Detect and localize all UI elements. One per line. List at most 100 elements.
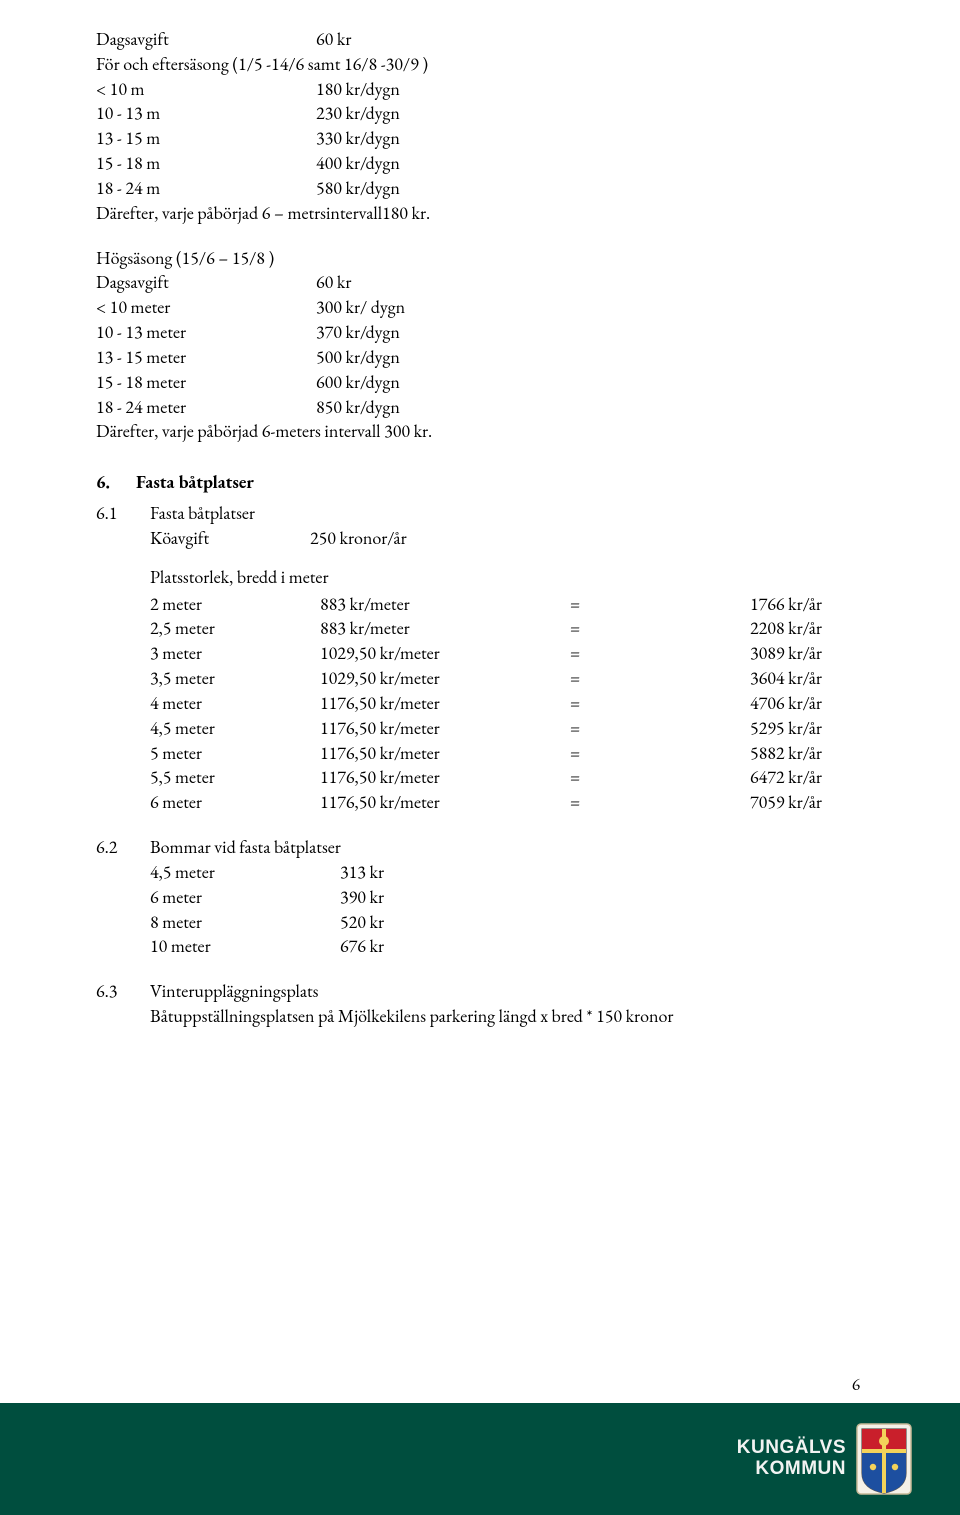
cell: 5,5 meter — [150, 766, 320, 791]
season-heading: För och eftersäsong (1/5 -14/6 samt 16/8… — [96, 53, 864, 78]
cell: = — [570, 692, 750, 717]
value: 500 kr/dygn — [316, 346, 864, 371]
label: Dagsavgift — [96, 28, 316, 53]
cell: = — [570, 667, 750, 692]
table-heading: Platsstorlek, bredd i meter — [150, 566, 864, 591]
value: 250 kronor/år — [310, 527, 864, 552]
value: 330 kr/dygn — [316, 127, 864, 152]
label: 18 - 24 m — [96, 177, 316, 202]
cell: 2208 kr/år — [750, 617, 864, 642]
kommun-logo: KUNGÄLVS KOMMUN — [737, 1423, 912, 1495]
cell: 3,5 meter — [150, 667, 320, 692]
subsection-title: Vinteruppläggningsplats — [150, 980, 864, 1005]
cell: 3 meter — [150, 642, 320, 667]
section-title: Fasta båtplatser — [136, 471, 254, 494]
label: 10 - 13 meter — [96, 321, 316, 346]
value: 390 kr — [340, 886, 864, 911]
value: 60 kr — [316, 28, 864, 53]
value: 370 kr/dygn — [316, 321, 864, 346]
price-table: Dagsavgift60 kr < 10 meter300 kr/ dygn 1… — [96, 271, 864, 420]
label: 8 meter — [150, 911, 340, 936]
page-footer: KUNGÄLVS KOMMUN — [0, 1403, 960, 1515]
cell: 5295 kr/år — [750, 717, 864, 742]
label: 4,5 meter — [150, 861, 340, 886]
section-hogsasong: Högsäsong (15/6 – 15/8 ) Dagsavgift60 kr… — [96, 247, 864, 446]
subsection-number: 6.1 — [96, 502, 150, 552]
label: 13 - 15 m — [96, 127, 316, 152]
cell: 1029,50 kr/meter — [320, 667, 570, 692]
value: 230 kr/dygn — [316, 102, 864, 127]
cell: 7059 kr/år — [750, 791, 864, 816]
cell: 1176,50 kr/meter — [320, 742, 570, 767]
cell: 5 meter — [150, 742, 320, 767]
cell: 1176,50 kr/meter — [320, 717, 570, 742]
subsection-number: 6.2 — [96, 836, 150, 960]
cell: 4706 kr/år — [750, 692, 864, 717]
subsection-6-2: 6.2 Bommar vid fasta båtplatser 4,5 mete… — [96, 836, 864, 960]
price-table-4col: 2 meter883 kr/meter=1766 kr/år 2,5 meter… — [150, 593, 864, 816]
section-6-heading: 6.Fasta båtplatser — [96, 471, 864, 496]
cell: = — [570, 593, 750, 618]
subsection-6-1: 6.1 Fasta båtplatser Köavgift 250 kronor… — [96, 502, 864, 552]
value: 60 kr — [316, 271, 864, 296]
season-heading: Högsäsong (15/6 – 15/8 ) — [96, 247, 864, 272]
cell: = — [570, 791, 750, 816]
cell: 883 kr/meter — [320, 617, 570, 642]
logo-text: KUNGÄLVS KOMMUN — [737, 1438, 846, 1480]
logo-line2: KOMMUN — [737, 1459, 846, 1480]
value: 676 kr — [340, 935, 864, 960]
cell: 5882 kr/år — [750, 742, 864, 767]
subsection-title: Bommar vid fasta båtplatser — [150, 836, 864, 861]
cell: 6472 kr/år — [750, 766, 864, 791]
cell: = — [570, 742, 750, 767]
note-text: Därefter, varje påbörjad 6 – metrsinterv… — [96, 202, 864, 227]
cell: 2 meter — [150, 593, 320, 618]
value: 600 kr/dygn — [316, 371, 864, 396]
label: < 10 m — [96, 78, 316, 103]
value: 520 kr — [340, 911, 864, 936]
label: 15 - 18 m — [96, 152, 316, 177]
cell: 4,5 meter — [150, 717, 320, 742]
cell: 3089 kr/år — [750, 642, 864, 667]
value: 180 kr/dygn — [316, 78, 864, 103]
cell: 1029,50 kr/meter — [320, 642, 570, 667]
section-number: 6. — [96, 471, 136, 496]
note-text: Därefter, varje påbörjad 6-meters interv… — [96, 420, 864, 445]
cell: 883 kr/meter — [320, 593, 570, 618]
cell: 1176,50 kr/meter — [320, 692, 570, 717]
cell: 4 meter — [150, 692, 320, 717]
label: 13 - 15 meter — [96, 346, 316, 371]
platsstorlek-block: Platsstorlek, bredd i meter 2 meter883 k… — [96, 566, 864, 816]
value: 400 kr/dygn — [316, 152, 864, 177]
page-number: 6 — [852, 1374, 860, 1397]
label: 10 meter — [150, 935, 340, 960]
price-table: 4,5 meter313 kr 6 meter390 kr 8 meter520… — [150, 861, 864, 960]
label: 6 meter — [150, 886, 340, 911]
cell: 1176,50 kr/meter — [320, 791, 570, 816]
cell: 1176,50 kr/meter — [320, 766, 570, 791]
cell: = — [570, 717, 750, 742]
cell: 2,5 meter — [150, 617, 320, 642]
value: 313 kr — [340, 861, 864, 886]
subsection-number: 6.3 — [96, 980, 150, 1030]
cell: 1766 kr/år — [750, 593, 864, 618]
subsection-title: Fasta båtplatser — [150, 502, 864, 527]
crest-icon — [856, 1423, 912, 1495]
label: 15 - 18 meter — [96, 371, 316, 396]
cell: = — [570, 617, 750, 642]
cell: = — [570, 766, 750, 791]
logo-line1: KUNGÄLVS — [737, 1438, 846, 1459]
label: 10 - 13 m — [96, 102, 316, 127]
subsection-text: Båtuppställningsplatsen på Mjölkekilens … — [150, 1005, 864, 1030]
cell: 6 meter — [150, 791, 320, 816]
cell: = — [570, 642, 750, 667]
price-row: < 10 m180 kr/dygn 10 - 13 m230 kr/dygn 1… — [96, 78, 864, 202]
label: 18 - 24 meter — [96, 396, 316, 421]
label: Dagsavgift — [96, 271, 316, 296]
label: < 10 meter — [96, 296, 316, 321]
price-row: Dagsavgift 60 kr — [96, 28, 864, 53]
value: 580 kr/dygn — [316, 177, 864, 202]
value: 300 kr/ dygn — [316, 296, 864, 321]
cell: 3604 kr/år — [750, 667, 864, 692]
value: 850 kr/dygn — [316, 396, 864, 421]
